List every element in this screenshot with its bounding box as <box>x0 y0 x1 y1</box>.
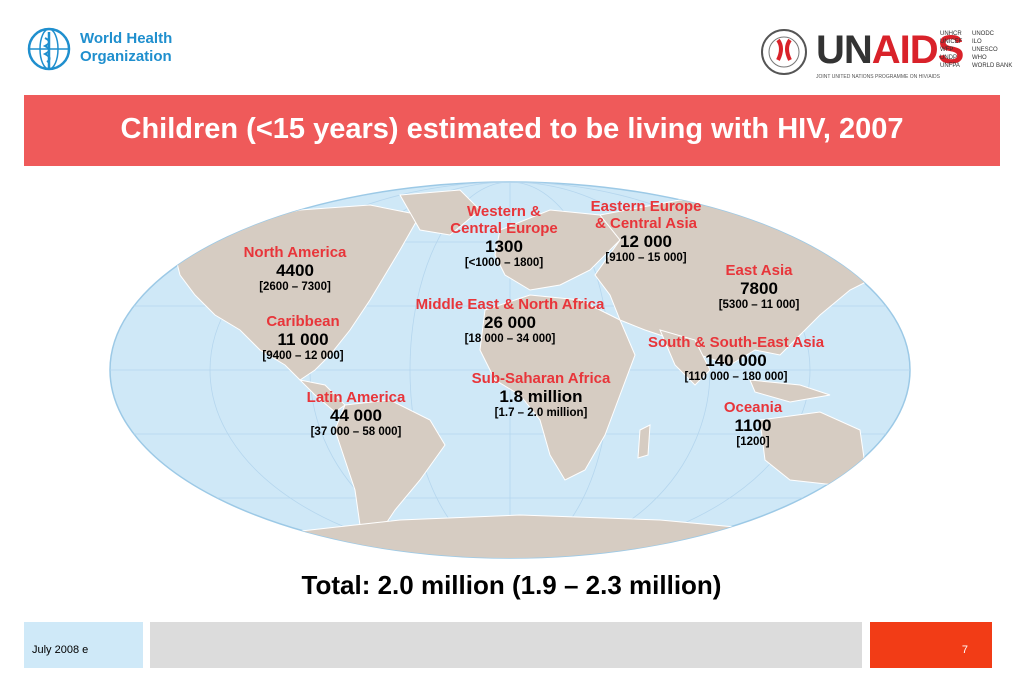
region-value: 44 000 <box>330 406 382 425</box>
region-value: 26 000 <box>484 313 536 332</box>
region-range: [37 000 – 58 000] <box>310 426 402 438</box>
title-banner: Children (<15 years) estimated to be liv… <box>24 95 1000 166</box>
cosponsor: UNODC <box>972 31 994 37</box>
who-emblem-icon <box>27 27 71 71</box>
region-name: East Asia <box>725 262 793 279</box>
region-eastern-europe-central-asia: Eastern Europe & Central Asia 12 000 [91… <box>574 198 718 266</box>
unaids-wordmark: UNAIDS <box>816 28 965 73</box>
region-south-south-east-asia: South & South-East Asia 140 000 [110 000… <box>628 334 844 385</box>
cosponsor: WFP <box>940 47 954 53</box>
region-range: [9100 – 15 000] <box>605 252 687 264</box>
cosponsor: UNHCR <box>940 31 962 37</box>
cosponsors-col1: UNHCR UNICEF WFP UNDP UNFPA <box>940 30 962 70</box>
land-north-america <box>174 204 421 381</box>
land-madagascar <box>637 424 651 459</box>
region-value: 12 000 <box>620 232 672 251</box>
region-name-line1: Western & <box>467 203 541 220</box>
who-logo <box>24 24 174 74</box>
world-map <box>109 181 911 559</box>
land-africa <box>479 294 636 481</box>
region-name-line2: & Central Asia <box>595 215 697 232</box>
cosponsor: WHO <box>972 55 987 61</box>
who-name-line2: Organization <box>80 48 172 65</box>
who-name-line1: World Health <box>80 30 173 47</box>
region-name-line1: Eastern Europe <box>590 198 702 215</box>
page-title: Children (<15 years) estimated to be liv… <box>120 113 904 145</box>
land-india <box>659 329 711 386</box>
cosponsor: UNESCO <box>972 47 998 53</box>
cosponsor: WORLD BANK <box>972 63 1013 69</box>
region-caribbean: Caribbean 11 000 [9400 – 12 000] <box>230 313 376 364</box>
footer-bar <box>150 622 862 668</box>
region-value: 1.8 million <box>499 387 583 406</box>
cosponsor: UNDP <box>940 55 958 61</box>
region-name-line2: Central Europe <box>450 220 558 237</box>
region-range: [1200] <box>736 436 770 448</box>
region-latin-america: Latin America 44 000 [37 000 – 58 000] <box>278 389 434 440</box>
region-name: North America <box>243 244 347 261</box>
footer-date-block: July 2008 e <box>24 622 143 668</box>
un-emblem-icon <box>761 29 807 75</box>
region-range: [1.7 – 2.0 million] <box>494 407 588 419</box>
cosponsor: ILO <box>972 39 982 45</box>
total-summary: Total: 2.0 million (1.9 – 2.3 million) <box>301 570 722 600</box>
region-name: Middle East & North Africa <box>415 296 605 313</box>
land-indonesia <box>749 379 831 403</box>
region-name: Caribbean <box>266 313 340 330</box>
region-middle-east-north-africa: Middle East & North Africa 26 000 [18 00… <box>396 296 624 347</box>
region-oceania: Oceania 1100 [1200] <box>700 399 806 450</box>
footer-page-block: 7 <box>870 622 992 668</box>
region-range: [110 000 – 180 000] <box>684 371 788 383</box>
region-range: [5300 – 11 000] <box>718 299 800 311</box>
region-name: Latin America <box>306 389 406 406</box>
footer-date: July 2008 e <box>32 644 89 656</box>
region-range: [<1000 – 1800] <box>464 257 544 269</box>
region-value: 4400 <box>276 261 314 280</box>
region-value: 11 000 <box>277 330 329 349</box>
region-range: [18 000 – 34 000] <box>464 333 556 345</box>
region-western-central-europe: Western & Central Europe 1300 [<1000 – 1… <box>436 203 572 271</box>
region-range: [9400 – 12 000] <box>262 350 344 362</box>
region-name: Oceania <box>723 399 783 416</box>
unaids-subtitle: JOINT UNITED NATIONS PROGRAMME ON HIV/AI… <box>816 74 940 80</box>
who-name: World Health Organization <box>80 30 172 66</box>
page-number: 7 <box>961 644 968 656</box>
land-greenland <box>399 189 481 236</box>
cosponsor: UNFPA <box>940 63 960 69</box>
land-europe <box>494 209 621 291</box>
region-name: Sub-Saharan Africa <box>471 370 611 387</box>
unaids-logo: UNAIDS JOINT UNITED NATIONS PROGRAMME ON… <box>758 20 1018 90</box>
cosponsor: UNICEF <box>940 39 963 45</box>
cosponsors-col2: UNODC ILO UNESCO WHO WORLD BANK <box>972 30 1012 70</box>
region-north-america: North America 4400 [2600 – 7300] <box>222 244 368 295</box>
region-value: 1300 <box>485 237 523 256</box>
land-central-america <box>298 379 346 413</box>
region-value: 7800 <box>740 279 778 298</box>
region-range: [2600 – 7300] <box>259 281 331 293</box>
region-name: South & South-East Asia <box>647 334 825 351</box>
unaids-aids: AIDS <box>871 28 965 72</box>
region-east-asia: East Asia 7800 [5300 – 11 000] <box>700 262 818 313</box>
land-new-zealand <box>879 474 896 501</box>
unaids-un: UN <box>816 28 873 72</box>
region-value: 1100 <box>734 416 772 435</box>
region-value: 140 000 <box>705 351 767 370</box>
land-antarctica <box>110 514 910 558</box>
region-sub-saharan-africa: Sub-Saharan Africa 1.8 million [1.7 – 2.… <box>450 370 632 421</box>
